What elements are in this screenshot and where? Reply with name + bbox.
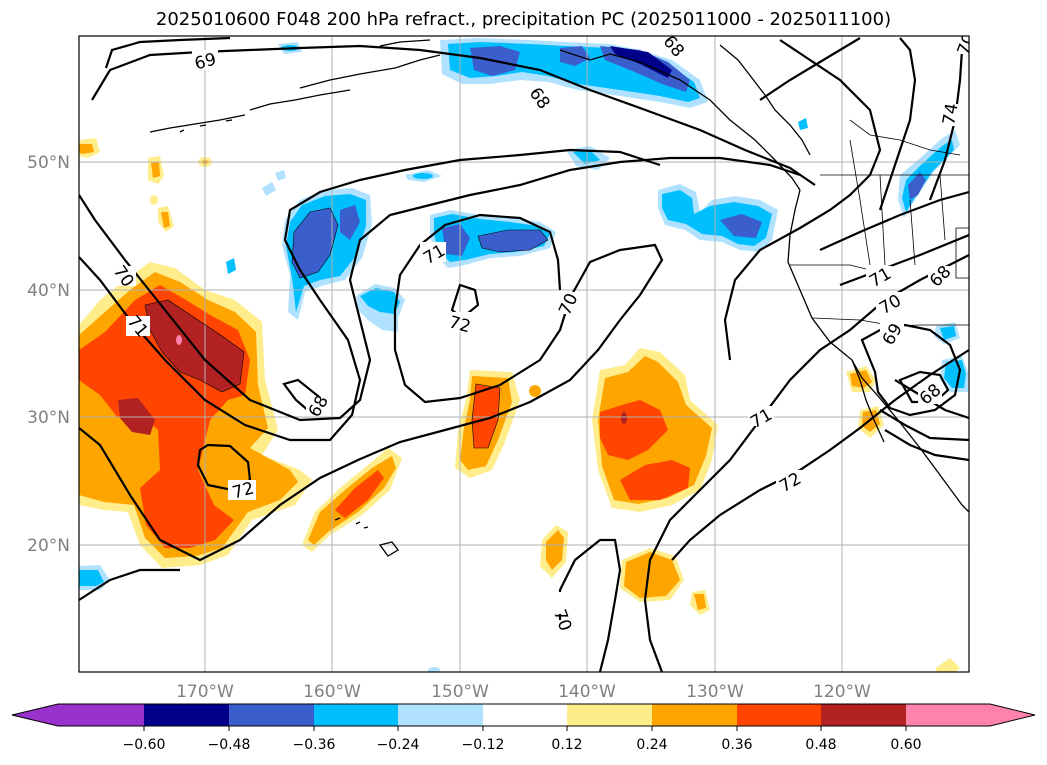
colorbar-segment — [567, 704, 652, 726]
colorbar-segment — [144, 704, 229, 726]
colorbar-segment — [652, 704, 737, 726]
colorbar-tick: −0.48 — [208, 737, 251, 753]
lat-label: 20°N — [27, 536, 70, 556]
colorbar-tick: 0.12 — [551, 737, 582, 753]
lon-label: 130°W — [686, 682, 744, 702]
colorbar-segment — [12, 704, 144, 726]
latitude-labels: 50°N 40°N 30°N 20°N — [27, 153, 70, 556]
map-area: 69 68 68 70 71 72 70 68 71 72 71 70 69 — [79, 31, 980, 672]
lat-label: 30°N — [27, 408, 70, 428]
colorbar-tick: −0.12 — [462, 737, 505, 753]
anomaly-outlines — [144, 207, 549, 449]
colorbar-outline — [11, 703, 1036, 727]
coastlines — [149, 39, 969, 557]
negative-anomaly-fill — [79, 38, 968, 672]
figure-title: 2025010600 F048 200 hPa refract., precip… — [155, 9, 892, 30]
colorbar-segment — [314, 704, 398, 726]
colorbar-tick: −0.24 — [377, 737, 420, 753]
colorbar-segment — [906, 704, 1035, 726]
colorbar-tick: 0.48 — [805, 737, 836, 753]
lon-label: 170°W — [176, 682, 234, 702]
map-frame — [78, 35, 970, 673]
colorbar-tick: −0.36 — [293, 737, 336, 753]
colorbar-segment — [398, 704, 483, 726]
colorbar-segment — [229, 704, 314, 726]
contour-label: 74 — [939, 102, 962, 127]
colorbar-segment — [737, 704, 821, 726]
colorbar-tick: 0.24 — [636, 737, 667, 753]
contour-label: 70 — [954, 31, 980, 58]
lat-label: 50°N — [27, 153, 70, 173]
graticule — [79, 36, 969, 672]
colorbar-tick: 0.60 — [890, 737, 921, 753]
lon-label: 120°W — [813, 682, 871, 702]
longitude-labels: 170°W 160°W 150°W 140°W 130°W 120°W — [176, 682, 871, 702]
colorbar-segment — [821, 704, 906, 726]
lon-label: 140°W — [558, 682, 616, 702]
lon-label: 160°W — [303, 682, 361, 702]
political-borders — [790, 119, 969, 327]
lat-label: 40°N — [27, 281, 70, 301]
colorbar: −0.60 −0.48 −0.36 −0.24 −0.12 0.12 0.24 … — [11, 703, 1036, 753]
lon-label: 150°W — [431, 682, 489, 702]
colorbar-tick: 0.36 — [721, 737, 752, 753]
colorbar-segment — [483, 704, 567, 726]
colorbar-tick: −0.60 — [123, 737, 166, 753]
